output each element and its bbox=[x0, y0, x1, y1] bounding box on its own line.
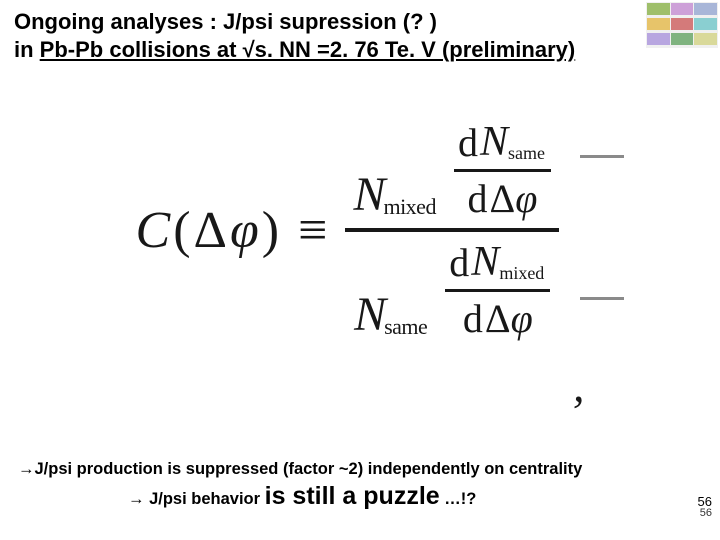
formula-region: C(Δφ) ≡ Nmixed dNsame dΔφ bbox=[0, 130, 720, 330]
sub-same2: same bbox=[384, 314, 427, 340]
formula-lhs: C(Δφ) bbox=[136, 201, 281, 260]
inner-frac-bot: dNmixed dΔφ bbox=[445, 238, 550, 342]
title-line2-prefix: in bbox=[14, 37, 40, 62]
page-number-secondary: 56 bbox=[698, 508, 712, 520]
term-Nsame-bot: Nsame bbox=[354, 287, 429, 342]
slide-title: Ongoing analyses : J/psi supression (? )… bbox=[14, 8, 710, 64]
footer-line2: → J/psi behavior is still a puzzle …!? bbox=[18, 480, 710, 514]
footer-line2-prefix: J/psi behavior bbox=[145, 490, 265, 508]
sub-mixed: mixed bbox=[383, 194, 436, 220]
sym-d3: d bbox=[449, 239, 469, 286]
sub-mixed2: mixed bbox=[499, 263, 544, 284]
inner-num-bot: dNmixed bbox=[445, 238, 550, 286]
sym-phi: φ bbox=[230, 201, 260, 260]
page-number-primary: 56 bbox=[698, 495, 712, 509]
title-line2-underlined: Pb-Pb collisions at √s. NN =2. 76 Te. V … bbox=[40, 37, 576, 62]
footer-line2-suffix: …!? bbox=[440, 490, 477, 508]
sym-phi3: φ bbox=[511, 296, 533, 341]
inner-den-top: dΔφ bbox=[464, 175, 542, 222]
inner-den-bot: dΔφ bbox=[459, 295, 537, 342]
footer-puzzle: is still a puzzle bbox=[265, 482, 440, 510]
sym-phi2: φ bbox=[515, 176, 537, 221]
arrow-icon: → bbox=[18, 460, 35, 478]
formula-main-fraction: Nmixed dNsame dΔφ Nsame bbox=[345, 118, 559, 342]
sym-N: N bbox=[353, 167, 385, 222]
footer-line1: J/psi production is suppressed (factor ~… bbox=[35, 460, 583, 478]
sym-C: C bbox=[136, 201, 172, 260]
inner-frac-top: dNsame dΔφ bbox=[454, 118, 551, 222]
arrow-icon-2: → bbox=[128, 490, 145, 508]
fraction-bar bbox=[345, 228, 559, 232]
sym-dDeltaPhi2: Δφ bbox=[485, 295, 533, 342]
inner-bar-top bbox=[454, 169, 551, 172]
fraction-denominator: Nsame dNmixed dΔφ bbox=[346, 238, 558, 342]
footer-conclusion: →J/psi production is suppressed (factor … bbox=[18, 458, 710, 514]
sym-d2: d bbox=[468, 175, 488, 222]
sym-Delta3: Δ bbox=[485, 296, 511, 341]
page-number: 56 56 bbox=[698, 495, 712, 520]
term-Nmixed-top: Nmixed bbox=[353, 167, 438, 222]
sym-N2: N bbox=[354, 287, 386, 342]
fraction-numerator: Nmixed dNsame dΔφ bbox=[345, 118, 559, 222]
sub-same: same bbox=[508, 143, 545, 164]
inner-num-top: dNsame bbox=[454, 118, 551, 166]
sym-open-paren: ( bbox=[173, 201, 191, 260]
sym-equiv: ≡ bbox=[298, 201, 327, 260]
title-line1: Ongoing analyses : J/psi supression (? ) bbox=[14, 9, 437, 34]
sym-Delta: Δ bbox=[194, 201, 228, 260]
formula-trailing-comma: , bbox=[573, 359, 585, 412]
inner-bar-bot bbox=[445, 289, 550, 292]
sym-d: d bbox=[458, 119, 478, 166]
sym-dDeltaPhi: Δφ bbox=[490, 175, 538, 222]
sym-Delta2: Δ bbox=[490, 176, 516, 221]
sym-d4: d bbox=[463, 295, 483, 342]
sym-close-paren: ) bbox=[262, 201, 280, 260]
sym-N-in: N bbox=[480, 118, 508, 166]
sym-N-in2: N bbox=[471, 238, 499, 286]
correlation-formula: C(Δφ) ≡ Nmixed dNsame dΔφ bbox=[136, 118, 585, 342]
